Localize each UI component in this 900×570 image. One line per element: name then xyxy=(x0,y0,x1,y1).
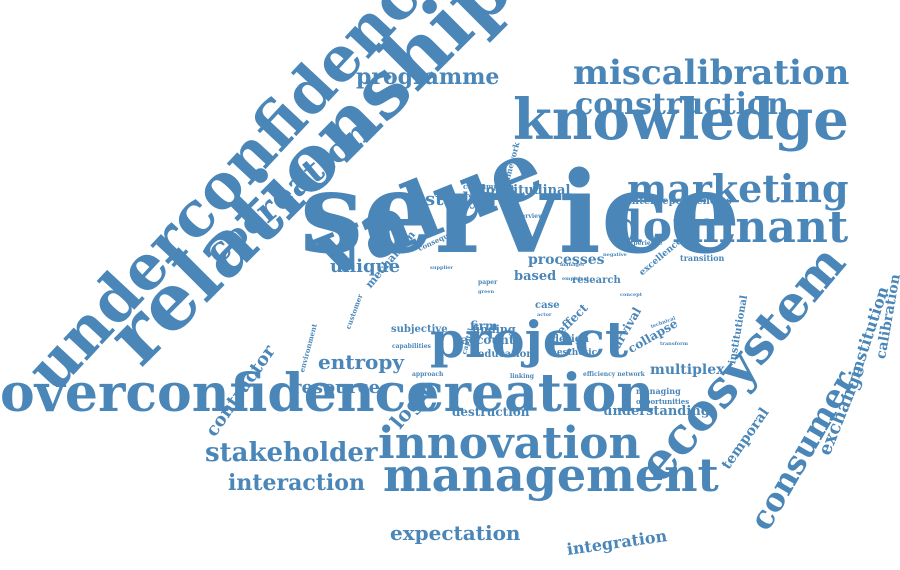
word-innovation: innovation xyxy=(378,418,641,469)
word-integration: integration xyxy=(565,526,669,559)
word-management: management xyxy=(383,448,719,502)
word-research: research xyxy=(572,275,621,286)
word-resource: resource xyxy=(292,377,381,398)
word-programme: programme xyxy=(356,64,500,90)
word-longitudinal: longitudinal xyxy=(481,183,571,198)
word-construction: construction xyxy=(575,87,789,122)
word-design: design xyxy=(552,334,590,345)
word-subjective: subjective xyxy=(391,324,448,335)
word-finding: finding xyxy=(472,323,516,336)
word-negative: negative xyxy=(603,252,627,258)
word-transition: transition xyxy=(680,253,725,263)
word-requirement: requirement xyxy=(465,191,515,200)
word-paper: paper xyxy=(478,279,498,286)
word-consumption: consumption xyxy=(463,182,515,191)
word-interdependencies: interdependencies xyxy=(628,196,732,207)
word-concept: concept xyxy=(620,292,643,298)
word-processes: processes xyxy=(528,252,605,268)
word-miscalibration: miscalibration xyxy=(573,53,850,93)
word-empirical: empirical xyxy=(562,276,589,282)
word-expectation: expectation xyxy=(390,521,521,545)
word-marketing: marketing xyxy=(627,166,849,211)
word-customer: customer xyxy=(343,292,365,331)
word-interaction: interaction xyxy=(228,470,365,496)
word-experience: experience xyxy=(626,240,663,247)
word-multiplex: multiplex xyxy=(650,362,725,378)
word-knowledge: knowledge xyxy=(513,87,849,153)
word-destruction: destruction xyxy=(452,405,530,419)
word-creation: creation xyxy=(412,363,655,424)
word-linking: linking xyxy=(510,373,534,380)
word-account: account xyxy=(461,333,515,347)
word-project: project xyxy=(430,310,629,369)
word-dominant: dominant xyxy=(612,202,849,253)
word-service: service xyxy=(300,148,741,279)
word-stakeholder: stakeholder xyxy=(205,438,378,468)
word-study: study xyxy=(425,189,480,210)
word-unique: unique xyxy=(330,256,401,277)
word-capabilities: capabilities xyxy=(392,343,431,350)
word-aesthetic: aesthetic xyxy=(551,348,598,358)
word-based: based xyxy=(514,269,557,284)
word-opportunities: opportunities xyxy=(636,397,690,406)
word-manager: manager xyxy=(560,262,585,268)
word-transform: transform xyxy=(660,341,689,347)
word-firm: firm xyxy=(470,319,498,333)
word-case: case xyxy=(535,300,560,311)
word-actor: actor xyxy=(537,312,552,318)
word-efficiency-network: efficiency network xyxy=(583,371,645,378)
word-overconfidence: overconfidence xyxy=(0,363,440,424)
word-approach: approach xyxy=(412,371,444,378)
word-supplier: supplier xyxy=(430,265,454,271)
word-green: green xyxy=(478,289,495,295)
word-managing: managing xyxy=(636,386,681,396)
word-education: education xyxy=(478,349,534,360)
word-entropy: entropy xyxy=(318,350,404,374)
word-understanding: understanding xyxy=(603,404,710,419)
word-interview: interview xyxy=(512,213,544,220)
